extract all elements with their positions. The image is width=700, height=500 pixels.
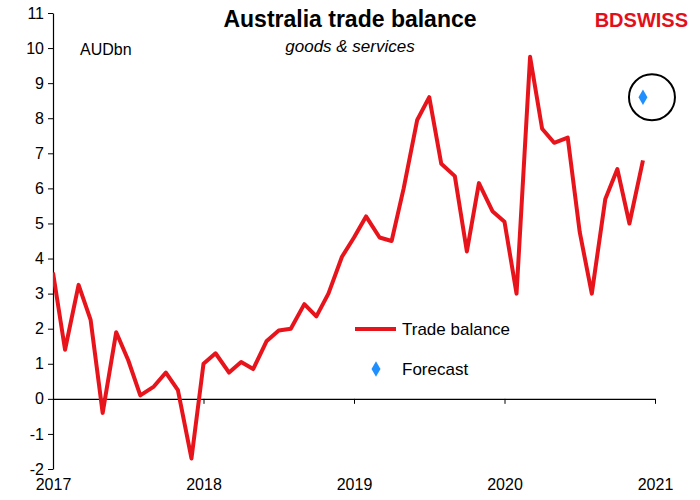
- y-tick-mark: [48, 13, 53, 14]
- y-tick-mark: [48, 48, 53, 49]
- y-tick-label: 3: [35, 285, 44, 302]
- y-tick: 6: [35, 180, 53, 197]
- highlight-circle: [629, 74, 675, 120]
- x-tick-label: 2017: [36, 476, 72, 493]
- y-tick-label: 5: [35, 215, 44, 232]
- chart: Australia trade balance goods & services B…: [0, 0, 700, 500]
- x-tick: 2017: [36, 399, 72, 494]
- y-tick-mark: [48, 259, 53, 260]
- y-tick: 10: [26, 40, 53, 57]
- y-tick-label: 11: [27, 5, 44, 22]
- y-tick-label: 6: [35, 180, 44, 197]
- title: Australia trade balance: [223, 6, 476, 32]
- y-tick-mark: [48, 118, 53, 119]
- y-tick-mark: [48, 188, 53, 189]
- y-tick-label: 2: [35, 320, 44, 337]
- y-tick-label: 0: [35, 390, 44, 407]
- y-tick-label: -2: [30, 461, 44, 478]
- y-tick-mark: [48, 329, 53, 330]
- y-tick-label: 7: [35, 145, 44, 162]
- x-tick-mark: [505, 399, 506, 404]
- series-line: [53, 57, 643, 459]
- legend-label: Forecast: [402, 360, 468, 379]
- y-tick-mark: [48, 294, 53, 295]
- plot-area: [53, 57, 647, 459]
- y-tick-mark: [48, 434, 53, 435]
- y-tick-mark: [48, 223, 53, 224]
- y-axis-label: AUDbn: [80, 41, 132, 58]
- y-tick: 2: [35, 320, 53, 337]
- y-tick: 3: [35, 285, 53, 302]
- y-tick-mark: [48, 364, 53, 365]
- y-tick: 7: [35, 145, 53, 162]
- x-tick-label: 2018: [186, 476, 222, 493]
- y-tick: -2: [30, 461, 53, 478]
- logo: BDSWISS: [595, 9, 688, 31]
- y-tick-mark: [48, 153, 53, 154]
- x-tick: 2019: [337, 399, 373, 494]
- y-tick-mark: [48, 399, 53, 400]
- y-tick: 5: [35, 215, 53, 232]
- x-tick-mark: [354, 399, 355, 404]
- x-tick-label: 2021: [638, 476, 674, 493]
- y-tick-label: 9: [35, 75, 44, 92]
- x-tick-label: 2020: [487, 476, 523, 493]
- x-tick-mark: [655, 399, 656, 404]
- y-tick: 11: [27, 5, 53, 22]
- y-tick: 1: [35, 355, 53, 372]
- x-axis: 2017 2018 2019 2020 2021: [36, 399, 674, 494]
- y-tick-mark: [48, 469, 53, 470]
- x-tick-label: 2019: [337, 476, 373, 493]
- annotations-layer: [629, 74, 675, 120]
- x-tick: 2021: [638, 399, 674, 494]
- y-tick: 0: [35, 390, 53, 407]
- x-tick-mark: [53, 399, 54, 404]
- y-tick: 9: [35, 75, 53, 92]
- legend-label: Trade balance: [402, 320, 510, 339]
- y-tick: 4: [35, 250, 53, 267]
- y-tick-label: 8: [35, 110, 44, 127]
- y-tick: -1: [30, 426, 53, 443]
- y-axis: -2 -1 0 1 2 3 4 5 6 7 8 9 10 11: [26, 5, 53, 478]
- x-tick: 2020: [487, 399, 523, 494]
- legend-swatch: [372, 361, 381, 377]
- y-tick-label: 10: [26, 40, 44, 57]
- legend-swatch: [355, 327, 396, 331]
- forecast-marker: [638, 89, 647, 105]
- y-tick-label: 1: [35, 355, 44, 372]
- y-tick-label: -1: [30, 426, 44, 443]
- y-axis-line: [53, 14, 54, 470]
- legend: Trade balance Forecast: [355, 320, 510, 379]
- y-tick-mark: [48, 83, 53, 84]
- y-tick: 8: [35, 110, 53, 127]
- x-tick-mark: [204, 399, 205, 404]
- y-tick-label: 4: [35, 250, 44, 267]
- subtitle: goods & services: [285, 37, 415, 56]
